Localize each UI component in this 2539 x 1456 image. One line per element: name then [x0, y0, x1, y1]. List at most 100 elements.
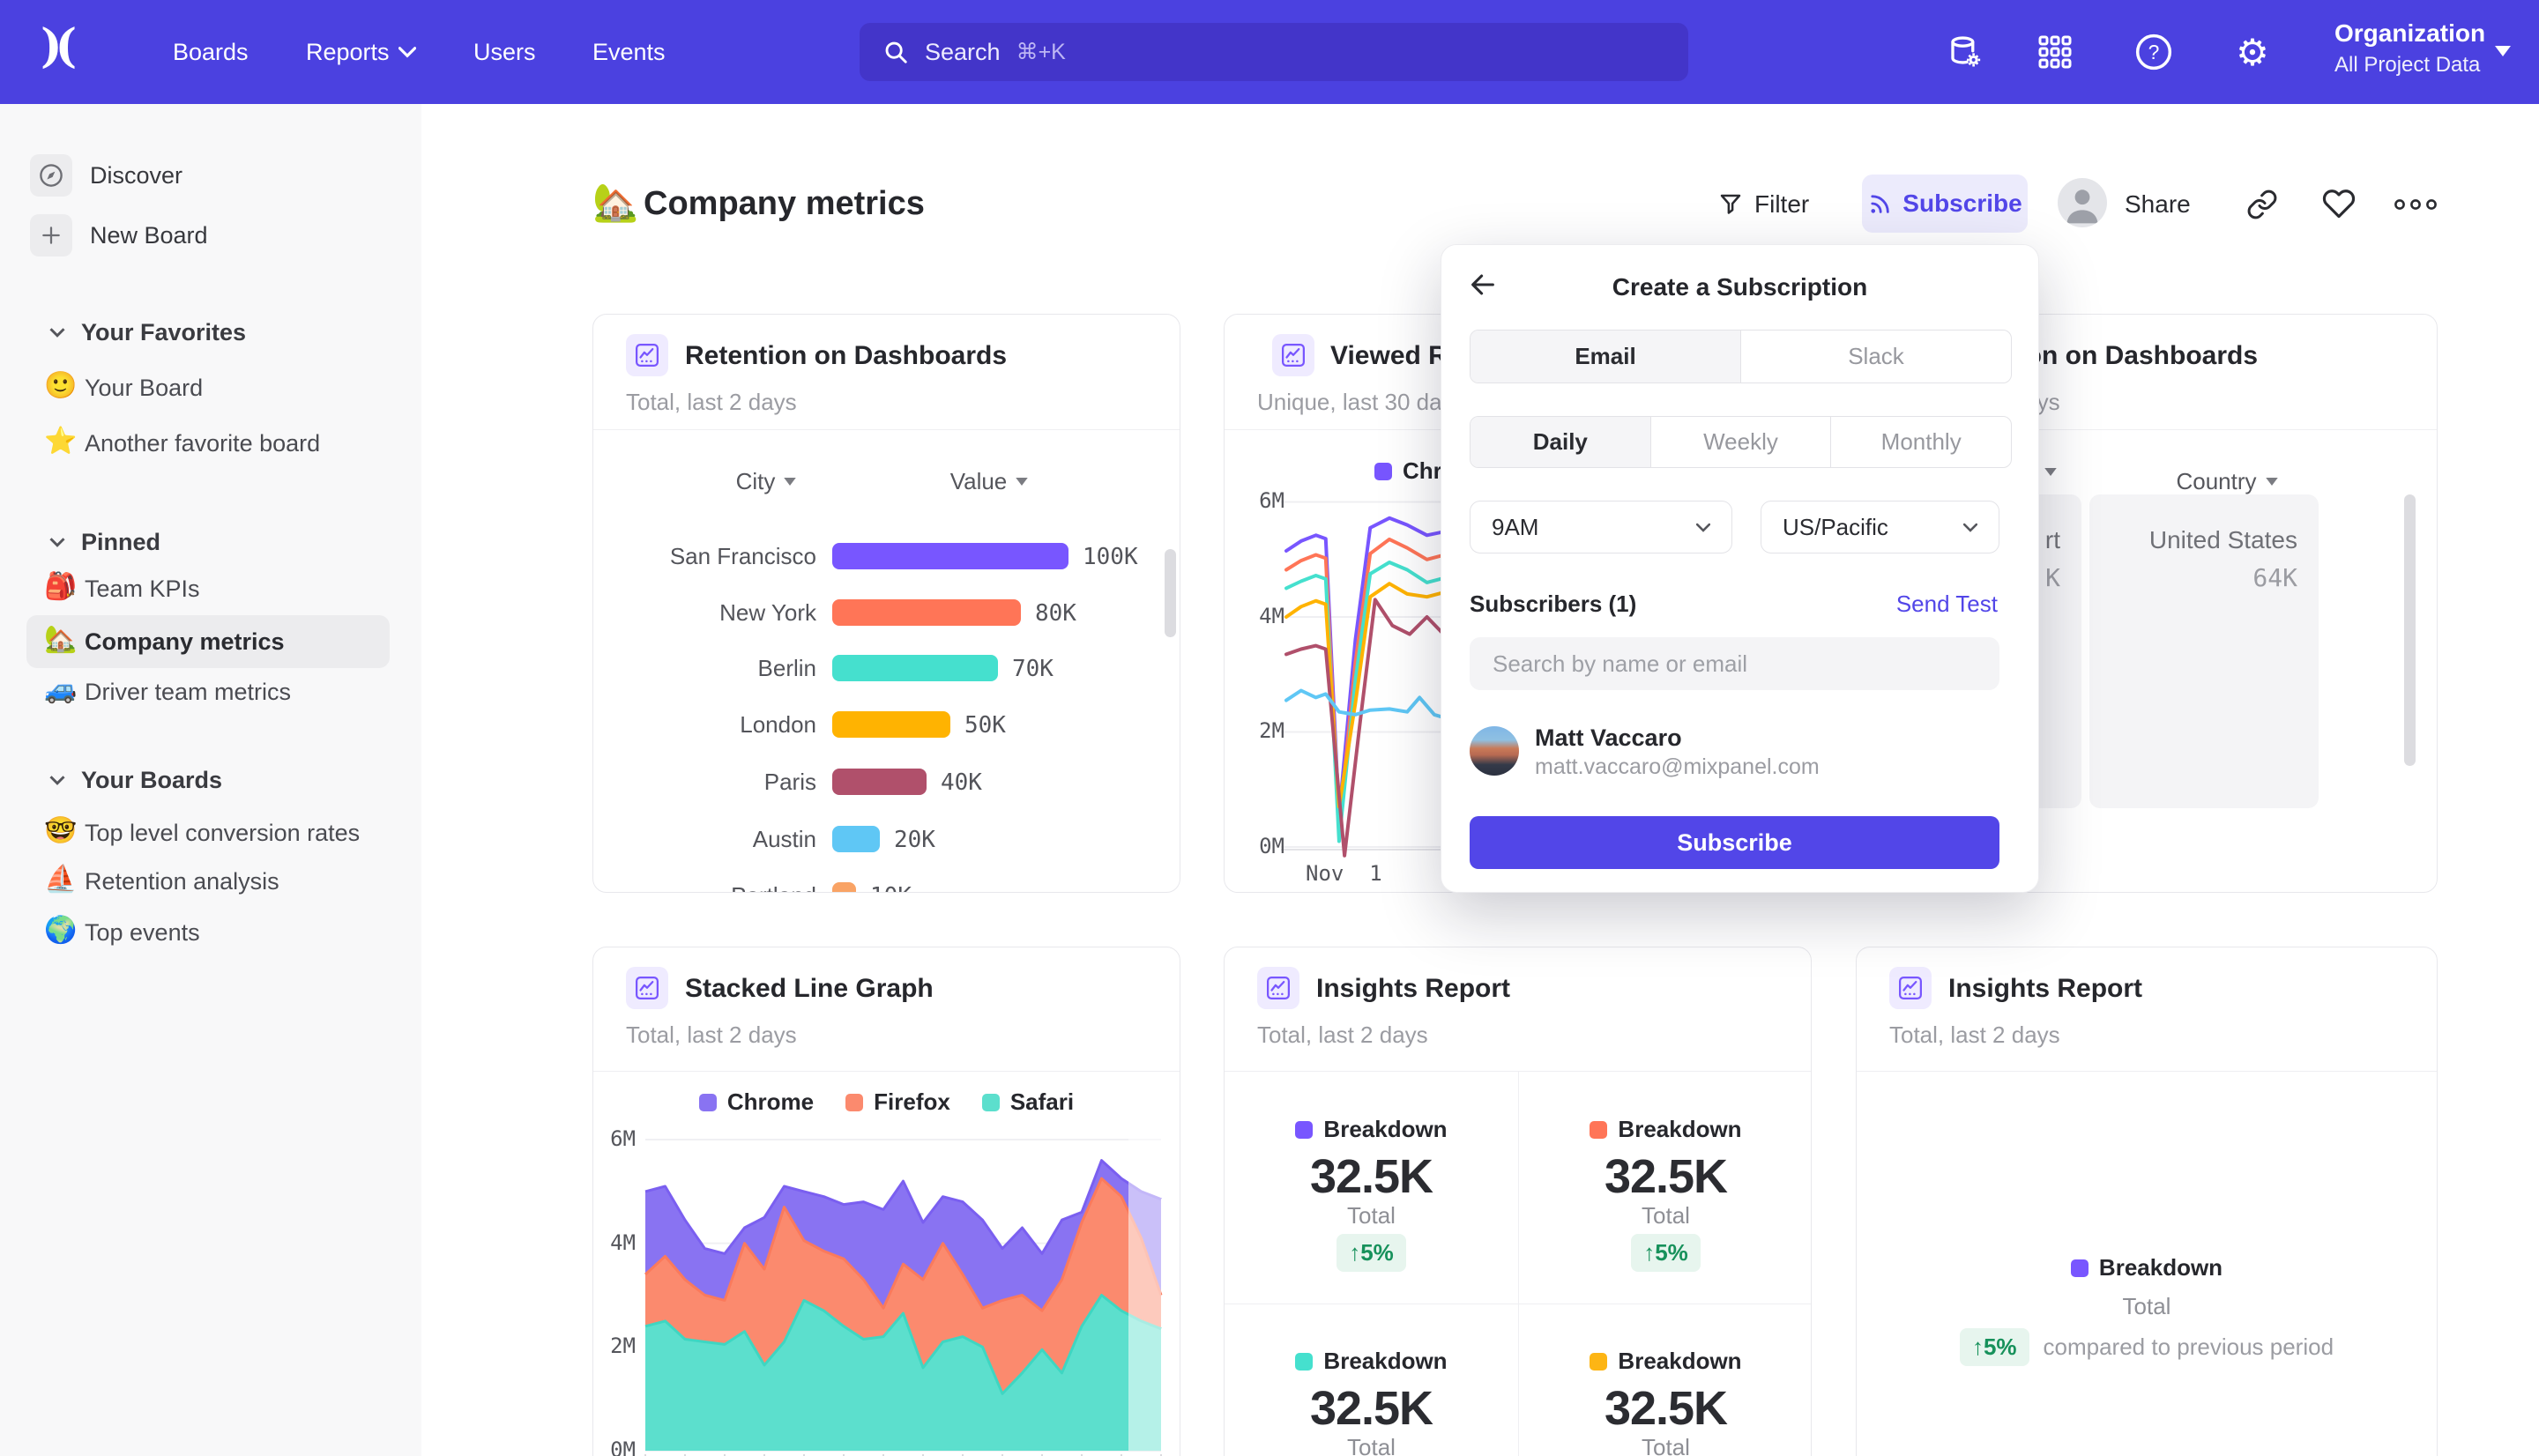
- card-title[interactable]: Retention on Dashboards: [685, 341, 1008, 370]
- kpi-quadrant[interactable]: Breakdown 32.5K Total ↑5%: [1519, 1072, 1811, 1304]
- section-your-favorites[interactable]: Your Favorites: [0, 308, 421, 357]
- mixpanel-logo[interactable]: )(: [41, 19, 77, 73]
- card-title[interactable]: Insights Report: [1316, 974, 1511, 1003]
- favorite-heart-icon[interactable]: [2322, 187, 2356, 220]
- search-placeholder: Search: [925, 38, 1001, 65]
- card-title[interactable]: Viewed Re: [1330, 341, 1463, 370]
- y-axis-tick: 2M: [1259, 718, 1284, 743]
- card-insights-report: Insights Report Total, last 2 days Break…: [1224, 947, 1812, 1456]
- column-header-value[interactable]: Value: [919, 468, 1060, 495]
- scrollbar-thumb[interactable]: [2404, 494, 2416, 766]
- table-row[interactable]: San Francisco 100K: [593, 543, 1180, 570]
- value-bar: [832, 599, 1021, 626]
- sidebar-item-company-metrics[interactable]: 🏡 Company metrics: [0, 615, 421, 668]
- sidebar-item-retention-analysis[interactable]: ⛵ Retention analysis: [0, 857, 421, 906]
- back-arrow-icon[interactable]: [1468, 270, 1500, 301]
- nav-boards[interactable]: Boards: [173, 0, 249, 104]
- tab-slack[interactable]: Slack: [1740, 331, 2011, 383]
- timezone-select[interactable]: US/Pacific: [1761, 501, 1999, 553]
- org-switcher[interactable]: Organization All Project Data: [2334, 19, 2485, 78]
- y-axis-tick: 4M: [610, 1230, 636, 1255]
- x-axis-tick: Nov 1: [1306, 861, 1382, 886]
- apps-grid-icon[interactable]: [2035, 32, 2075, 72]
- sidebar-item-another-favorite-board[interactable]: ⭐ Another favorite board: [0, 419, 421, 468]
- kpi-label: Breakdown: [1618, 1116, 1742, 1142]
- page-title: Company metrics: [644, 185, 925, 222]
- sidebar-item-label: Another favorite board: [85, 430, 321, 457]
- kpi-quadrant[interactable]: Breakdown 32.5K Total ↑5%: [1225, 1304, 1518, 1456]
- user-avatar[interactable]: [2058, 178, 2107, 227]
- chevron-down-icon: [1963, 523, 1977, 532]
- divider: [593, 429, 1180, 430]
- data-management-icon[interactable]: [1945, 32, 1985, 72]
- table-row[interactable]: New York 80K: [593, 599, 1180, 627]
- legend-label: Chrome: [726, 1088, 815, 1115]
- sidebar-item-top-level-conversion-rates[interactable]: 🤓 Top level conversion rates: [0, 808, 421, 858]
- table-row[interactable]: Paris 40K: [593, 769, 1180, 796]
- report-chart-icon: [626, 334, 668, 376]
- column-header-city[interactable]: City: [696, 468, 837, 495]
- more-options-icon[interactable]: [2393, 196, 2438, 213]
- table-row[interactable]: London 50K: [593, 711, 1180, 739]
- y-axis-tick: 4M: [1259, 604, 1284, 628]
- table-row[interactable]: Berlin 70K: [593, 655, 1180, 682]
- kpi-quadrant[interactable]: Breakdown 32.5K Total ↑5%: [1519, 1304, 1811, 1456]
- time-value: 9AM: [1492, 513, 1539, 540]
- sidebar-discover[interactable]: Discover: [0, 151, 421, 200]
- search-icon: [885, 41, 907, 63]
- card-title[interactable]: Insights Report: [1948, 974, 2143, 1003]
- time-select[interactable]: 9AM: [1470, 501, 1732, 553]
- subscribers-label: Subscribers (1): [1470, 591, 1637, 617]
- nav-events[interactable]: Events: [592, 0, 666, 104]
- column-header-hidden[interactable]: [1980, 468, 2121, 476]
- city-label: London: [740, 711, 816, 738]
- kpi-sub: Total: [2122, 1293, 2171, 1319]
- svg-text:?: ?: [2148, 41, 2160, 63]
- tab-weekly[interactable]: Weekly: [1649, 417, 1831, 467]
- kpi-quadrant[interactable]: Breakdown 32.5K Total ↑5%: [1225, 1072, 1518, 1304]
- column-label: City: [735, 468, 776, 494]
- help-icon[interactable]: ?: [2133, 32, 2174, 72]
- kpi-value: 32.5K: [1309, 1382, 1433, 1435]
- section-pinned[interactable]: Pinned: [0, 517, 421, 567]
- section-your-boards[interactable]: Your Boards: [0, 755, 421, 805]
- column-header-country[interactable]: Country: [2156, 468, 2297, 495]
- sidebar-new-board[interactable]: New Board: [0, 211, 421, 260]
- legend-firefox[interactable]: Firefox: [845, 1088, 950, 1116]
- legend-safari[interactable]: Safari: [981, 1088, 1074, 1116]
- card-subtitle: Unique, last 30 da: [1257, 389, 1442, 415]
- filter-button[interactable]: Filter: [1717, 176, 1809, 233]
- kpi-sub: Total: [1642, 1202, 1690, 1229]
- nav-users[interactable]: Users: [473, 0, 536, 104]
- search-input[interactable]: Search ⌘+K: [860, 23, 1688, 81]
- subscribe-submit-button[interactable]: Subscribe: [1470, 816, 1999, 869]
- search-shortcut: ⌘+K: [1016, 40, 1066, 64]
- share-button[interactable]: Share: [2125, 176, 2191, 233]
- subscribe-button[interactable]: Subscribe: [1862, 175, 2028, 233]
- sidebar-item-your-board[interactable]: 🙂 Your Board: [0, 363, 421, 412]
- org-caret-icon[interactable]: [2495, 46, 2511, 56]
- rss-icon: [1871, 195, 1890, 213]
- tab-daily[interactable]: Daily: [1471, 417, 1650, 467]
- table-row[interactable]: Austin 20K: [593, 826, 1180, 853]
- subscriber-search-input[interactable]: [1470, 637, 1999, 690]
- scrollbar-thumb[interactable]: [1165, 549, 1176, 637]
- value-label: 80K: [1035, 600, 1076, 627]
- legend-chrome[interactable]: Chr: [1374, 457, 1442, 485]
- send-test-link[interactable]: Send Test: [1895, 591, 1998, 617]
- sidebar-item-label: Retention analysis: [85, 868, 279, 895]
- settings-gear-icon[interactable]: ⚙: [2236, 31, 2269, 73]
- tab-email[interactable]: Email: [1471, 331, 1740, 383]
- legend-swatch: [1295, 1352, 1314, 1371]
- sidebar-item-top-events[interactable]: 🌍 Top events: [0, 908, 421, 957]
- nav-reports[interactable]: Reports: [306, 0, 416, 104]
- sidebar-item-driver-team-metrics[interactable]: 🚙 Driver team metrics: [0, 667, 421, 717]
- nav-users-label: Users: [473, 38, 536, 65]
- table-row[interactable]: Portland 10K: [593, 882, 1180, 892]
- kpi-label: Breakdown: [1323, 1116, 1448, 1142]
- legend-chrome[interactable]: Chrome: [698, 1088, 815, 1116]
- card-title[interactable]: Stacked Line Graph: [685, 974, 934, 1003]
- tab-monthly[interactable]: Monthly: [1830, 417, 2011, 467]
- copy-link-icon[interactable]: [2246, 189, 2278, 220]
- sidebar-item-team-kpis[interactable]: 🎒 Team KPIs: [0, 564, 421, 613]
